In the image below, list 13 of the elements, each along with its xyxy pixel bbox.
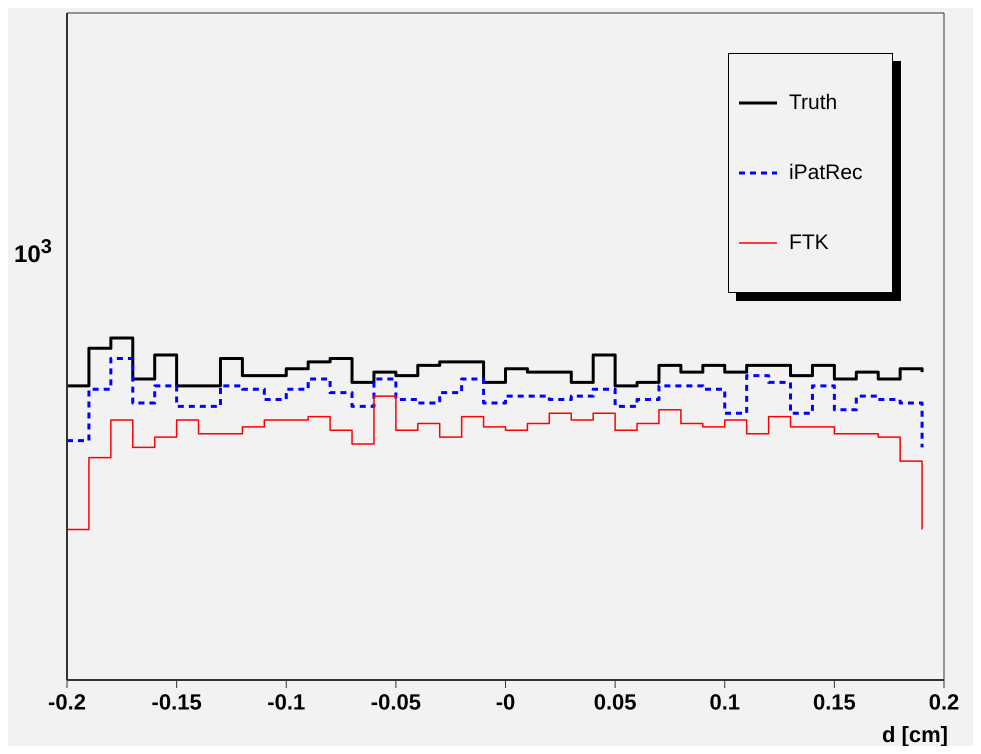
x-tick-label: 0.2	[928, 690, 960, 715]
x-tick-label: -0.2	[48, 690, 86, 715]
x-tick-label: 0.05	[594, 690, 637, 715]
legend-label: iPatRec	[789, 161, 863, 185]
text: 10$^{3}$	[14, 236, 52, 269]
x-tick-label: -0	[496, 690, 516, 715]
x-tick-label: 0.1	[709, 690, 740, 715]
x-tick-label: 0.15	[812, 690, 856, 715]
x-tick-label: -0.15	[152, 690, 202, 715]
legend-label: FTK	[789, 231, 829, 255]
x-tick-label: -0.1	[267, 690, 306, 715]
legend-label: Truth	[789, 91, 838, 115]
x-tick-label: -0.05	[370, 690, 421, 715]
